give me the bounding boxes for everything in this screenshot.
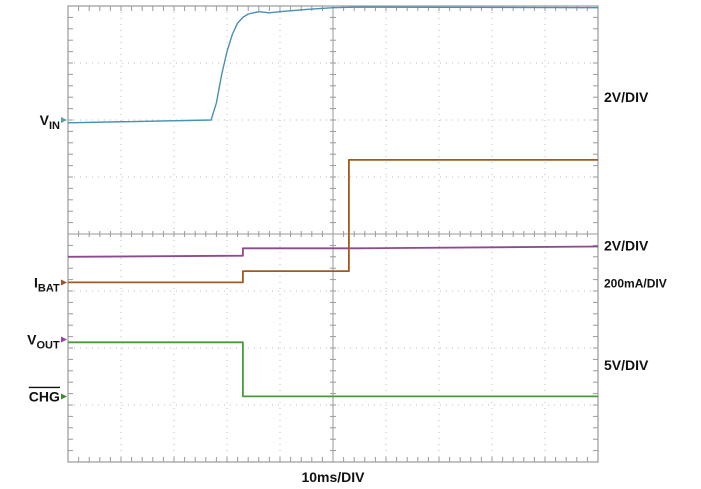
vout-label-text: VOUT xyxy=(27,331,60,351)
ibat-label-text: IBAT xyxy=(34,274,60,294)
scale-label: 2V/DIV xyxy=(604,237,649,253)
vin-label-subscript: IN xyxy=(49,120,60,132)
chg-ground-marker xyxy=(61,393,67,400)
scale-label: 5V/DIV xyxy=(604,357,649,373)
graticule xyxy=(67,5,599,463)
chg-label-text: CHG xyxy=(29,388,60,404)
chg-trace xyxy=(68,341,598,398)
vin-label: VIN xyxy=(40,112,67,132)
vin-label-text: VIN xyxy=(40,112,60,132)
ibat-label-subscript: BAT xyxy=(38,282,60,294)
vin-trace xyxy=(67,6,599,124)
vout-label-main: V xyxy=(27,331,37,347)
scale-label: 200mA/DIV xyxy=(604,276,667,290)
timebase-label: 10ms/DIV xyxy=(301,469,365,485)
chg-label: CHG xyxy=(28,386,67,404)
ibat-ground-marker xyxy=(61,279,67,286)
chg-label-main: CHG xyxy=(29,388,60,404)
waveform-traces xyxy=(67,6,599,398)
vout-trace xyxy=(67,245,599,258)
vin-ground-marker xyxy=(61,117,67,123)
vout-label-subscript: OUT xyxy=(37,339,61,351)
ibat-label: IBAT xyxy=(34,274,67,294)
vout-ground-marker xyxy=(61,336,67,343)
ibat-trace xyxy=(68,159,598,284)
vin-label-main: V xyxy=(40,112,50,128)
scale-labels: 2V/DIV 2V/DIV 200mA/DIV 5V/DIV xyxy=(604,89,667,373)
ibat-label-main: I xyxy=(34,274,38,290)
scale-label: 2V/DIV xyxy=(604,89,649,105)
vout-label: VOUT xyxy=(27,331,67,351)
